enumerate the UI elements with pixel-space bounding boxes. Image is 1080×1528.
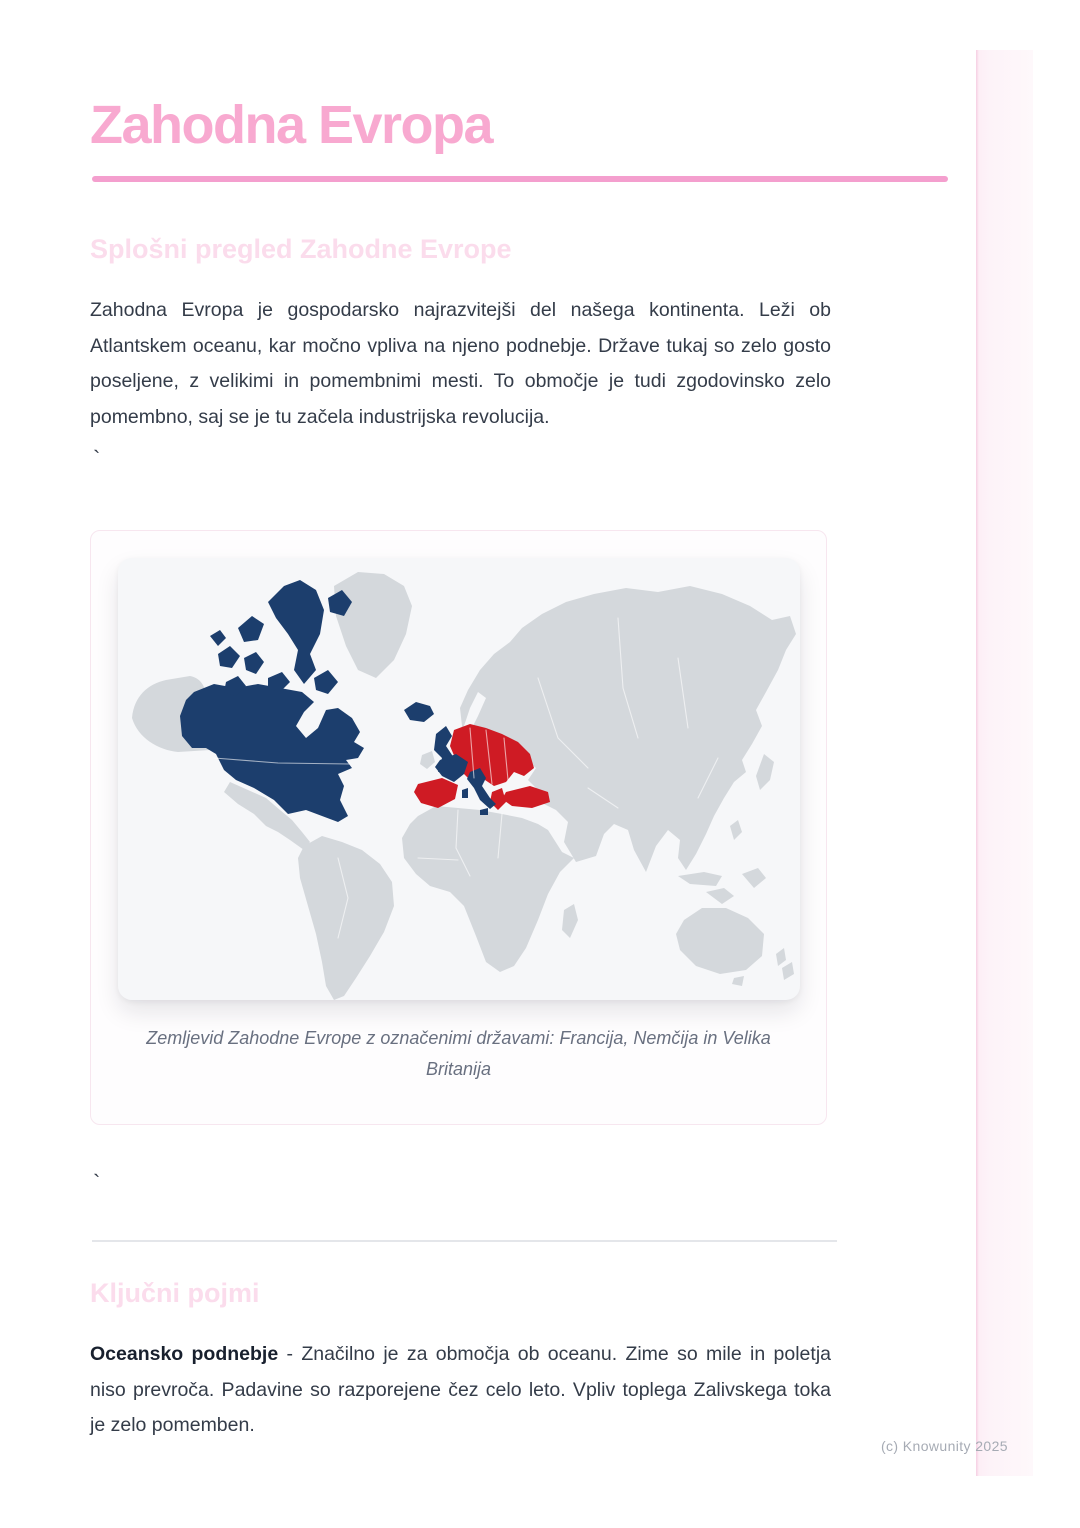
region-madagascar: [562, 904, 578, 938]
title-underline-rule: [92, 176, 948, 182]
region-europe-red-highlight: [414, 724, 550, 810]
stray-backtick-2: `: [93, 1170, 101, 1195]
region-turkey: [502, 786, 550, 808]
page-edge-pink-strip: [976, 50, 1033, 1476]
region-ireland: [420, 751, 435, 769]
region-navy-highlight: [180, 580, 496, 822]
page-title: Zahodna Evropa: [90, 95, 494, 155]
map-country-borders: [213, 617, 719, 939]
region-japan: [756, 754, 774, 790]
region-gray-landmasses: [132, 572, 796, 1000]
key-term-paragraph: Oceansko podnebje - Značilno je za območ…: [90, 1337, 831, 1444]
copyright-note: (c) Knowunity 2025: [880, 1438, 1008, 1454]
region-south-america: [298, 836, 394, 1000]
stray-backtick-1: `: [93, 446, 101, 471]
region-new-zealand: [776, 948, 786, 966]
section-heading-overview: Splošni pregled Zahodne Evrope: [90, 234, 512, 264]
region-central-america: [224, 782, 310, 850]
map-figure: Zemljevid Zahodne Evrope z označenimi dr…: [90, 530, 827, 1125]
region-eurasia: [456, 586, 796, 872]
overview-paragraph: Zahodna Evropa je gospodarsko najrazvite…: [90, 299, 831, 428]
section-divider: [92, 1240, 837, 1242]
region-iceland: [404, 702, 434, 722]
region-iberia: [414, 778, 458, 808]
region-france: [435, 754, 468, 782]
section-heading-key-terms: Ključni pojmi: [90, 1278, 260, 1308]
region-australia: [676, 908, 764, 974]
map-caption: Zemljevid Zahodne Evrope z označenimi dr…: [146, 1028, 771, 1079]
region-north-america: [180, 684, 364, 822]
world-map: [132, 572, 796, 1000]
key-term-label: Oceansko podnebje: [90, 1343, 279, 1365]
key-term-definition: - Značilno je za območja ob oceanu. Zime…: [90, 1343, 831, 1436]
region-africa: [402, 806, 574, 972]
world-map-image: [118, 558, 800, 1000]
region-greenland: [334, 572, 412, 678]
